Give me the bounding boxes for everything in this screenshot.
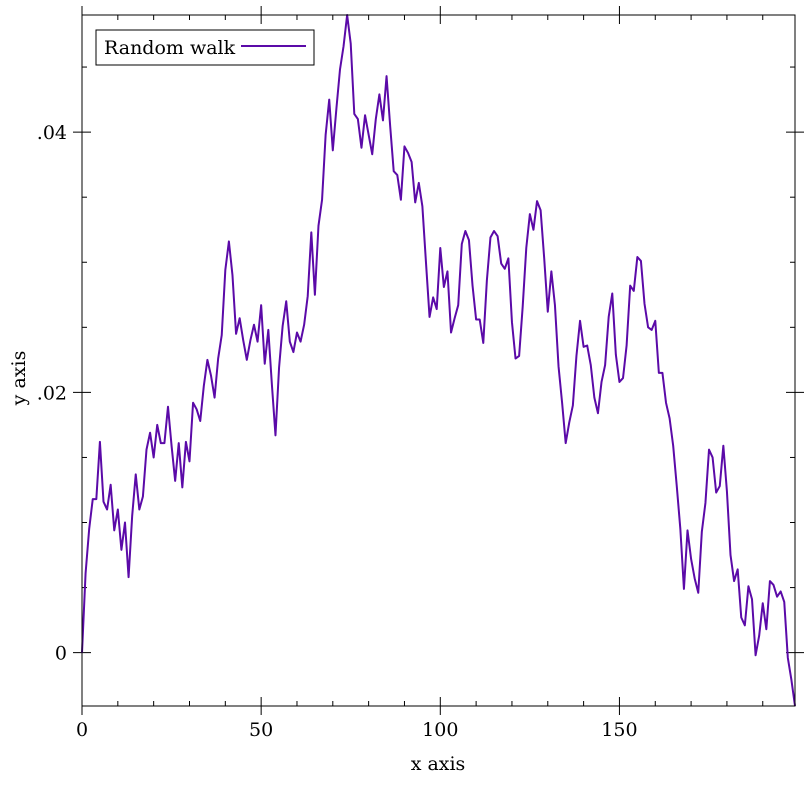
tick-labels: 0 50 100 150 0 .02 .04 — [37, 122, 638, 741]
series-layer — [81, 14, 796, 707]
y-tick-label: .02 — [37, 382, 67, 404]
x-tick-label: 150 — [601, 719, 637, 741]
legend-box — [95, 29, 315, 66]
legend-label-random-walk: Random walk — [104, 37, 236, 59]
legend: Random walk — [95, 29, 315, 66]
x-axis-title: x axis — [411, 753, 466, 775]
x-tick-label: 0 — [76, 719, 88, 741]
axis-ticks — [73, 6, 804, 715]
x-tick-label: 50 — [249, 719, 273, 741]
x-tick-label: 100 — [422, 719, 458, 741]
y-axis-title: y axis — [8, 351, 30, 407]
y-tick-label: 0 — [55, 643, 67, 665]
series-line-random-walk — [81, 14, 796, 707]
y-tick-label: .04 — [37, 122, 67, 144]
plot-frame — [81, 14, 796, 707]
